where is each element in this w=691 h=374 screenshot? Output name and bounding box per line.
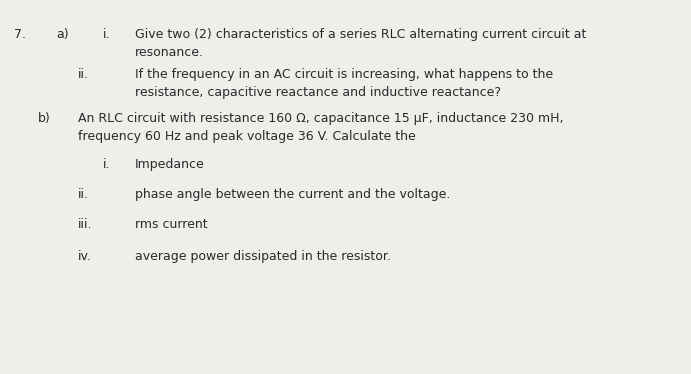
Text: An RLC circuit with resistance 160 Ω, capacitance 15 μF, inductance 230 mH,: An RLC circuit with resistance 160 Ω, ca…: [78, 112, 563, 125]
Text: resonance.: resonance.: [135, 46, 204, 59]
Text: i.: i.: [103, 28, 111, 41]
Text: Give two (2) characteristics of a series RLC alternating current circuit at: Give two (2) characteristics of a series…: [135, 28, 587, 41]
Text: ii.: ii.: [78, 68, 89, 81]
Text: phase angle between the current and the voltage.: phase angle between the current and the …: [135, 188, 451, 201]
Text: average power dissipated in the resistor.: average power dissipated in the resistor…: [135, 250, 391, 263]
Text: iv.: iv.: [78, 250, 92, 263]
Text: a): a): [56, 28, 68, 41]
Text: If the frequency in an AC circuit is increasing, what happens to the: If the frequency in an AC circuit is inc…: [135, 68, 553, 81]
Text: i.: i.: [103, 158, 111, 171]
Text: resistance, capacitive reactance and inductive reactance?: resistance, capacitive reactance and ind…: [135, 86, 501, 99]
Text: ii.: ii.: [78, 188, 89, 201]
Text: iii.: iii.: [78, 218, 93, 231]
Text: 7.: 7.: [14, 28, 26, 41]
Text: frequency 60 Hz and peak voltage 36 V. Calculate the: frequency 60 Hz and peak voltage 36 V. C…: [78, 130, 416, 143]
Text: rms current: rms current: [135, 218, 207, 231]
Text: b): b): [38, 112, 50, 125]
Text: Impedance: Impedance: [135, 158, 205, 171]
